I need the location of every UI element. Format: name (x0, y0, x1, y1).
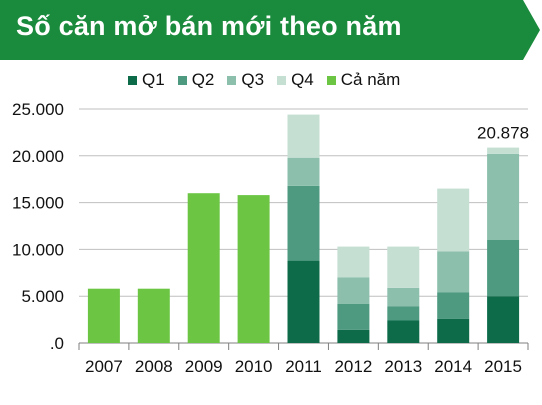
x-tick-label: 2009 (185, 357, 223, 376)
bar-q4-2013 (387, 246, 420, 288)
bar-q2-2015 (487, 240, 520, 297)
legend-swatch-q3 (227, 75, 237, 85)
bar-full-year-2009 (187, 193, 220, 343)
x-tick-label: 2015 (484, 357, 522, 376)
x-tick-label: 2012 (334, 357, 372, 376)
bar-q4-2012 (337, 246, 370, 278)
y-tick-label: .0 (50, 334, 64, 353)
legend-swatch-q4 (277, 75, 287, 85)
banner-arrow-shape (0, 0, 540, 60)
legend-label-q3: Q3 (241, 70, 265, 89)
x-tick-label: 2010 (235, 357, 273, 376)
chart-legend: Q1 Q2 Q3 Q4 Cả năm (128, 70, 413, 90)
legend-swatch-full-year (326, 75, 336, 85)
bar-q3-2012 (337, 277, 370, 304)
bar-q3-2014 (437, 251, 470, 293)
x-tick-label: 2007 (85, 357, 123, 376)
y-tick-label: 5.000 (21, 287, 64, 306)
y-tick-label: 25.000 (12, 100, 64, 119)
title-banner (0, 0, 540, 60)
data-label-2015: 20.878 (477, 124, 529, 143)
bar-full-year-2007 (87, 288, 120, 343)
x-tick-label: 2013 (384, 357, 422, 376)
legend-item-q1: Q1 (128, 70, 165, 90)
chart-title: Số căn mở bán mới theo năm (16, 11, 402, 41)
x-tick-label: 2008 (135, 357, 173, 376)
bar-q2-2014 (437, 292, 470, 319)
legend-label-full-year: Cả năm (340, 70, 401, 89)
bar-q2-2011 (287, 185, 320, 261)
bar-q3-2015 (487, 153, 520, 240)
legend-swatch-q1 (128, 75, 137, 85)
legend-item-q4: Q4 (277, 70, 314, 90)
bar-q3-2013 (387, 287, 420, 307)
x-tick-label: 2011 (285, 357, 322, 376)
bar-q4-2014 (437, 188, 470, 252)
bar-q1-2013 (387, 320, 420, 343)
legend-item-q2: Q2 (177, 70, 215, 90)
bar-q1-2015 (487, 296, 520, 343)
bar-q1-2014 (437, 318, 470, 343)
legend-label-q4: Q4 (291, 70, 314, 89)
y-tick-label: 20.000 (12, 147, 64, 166)
bar-q3-2011 (287, 157, 320, 186)
bar-q2-2012 (337, 303, 370, 330)
legend-item-q3: Q3 (227, 70, 264, 90)
legend-swatch-q2 (177, 75, 187, 85)
y-tick-label: 10.000 (12, 240, 64, 259)
bar-full-year-2008 (137, 288, 170, 343)
y-tick-label: 15.000 (12, 194, 64, 213)
bar-q4-2011 (287, 114, 320, 158)
legend-label-q1: Q1 (142, 70, 165, 89)
x-tick-label: 2014 (434, 357, 472, 376)
bar-full-year-2010 (237, 195, 270, 343)
bar-q1-2011 (287, 260, 320, 343)
legend-label-q2: Q2 (191, 70, 215, 89)
bar-q2-2013 (387, 306, 420, 321)
bar-q1-2012 (337, 329, 370, 343)
legend-item-full-year: Cả năm (326, 70, 401, 90)
bar-q4-2015 (487, 147, 520, 154)
